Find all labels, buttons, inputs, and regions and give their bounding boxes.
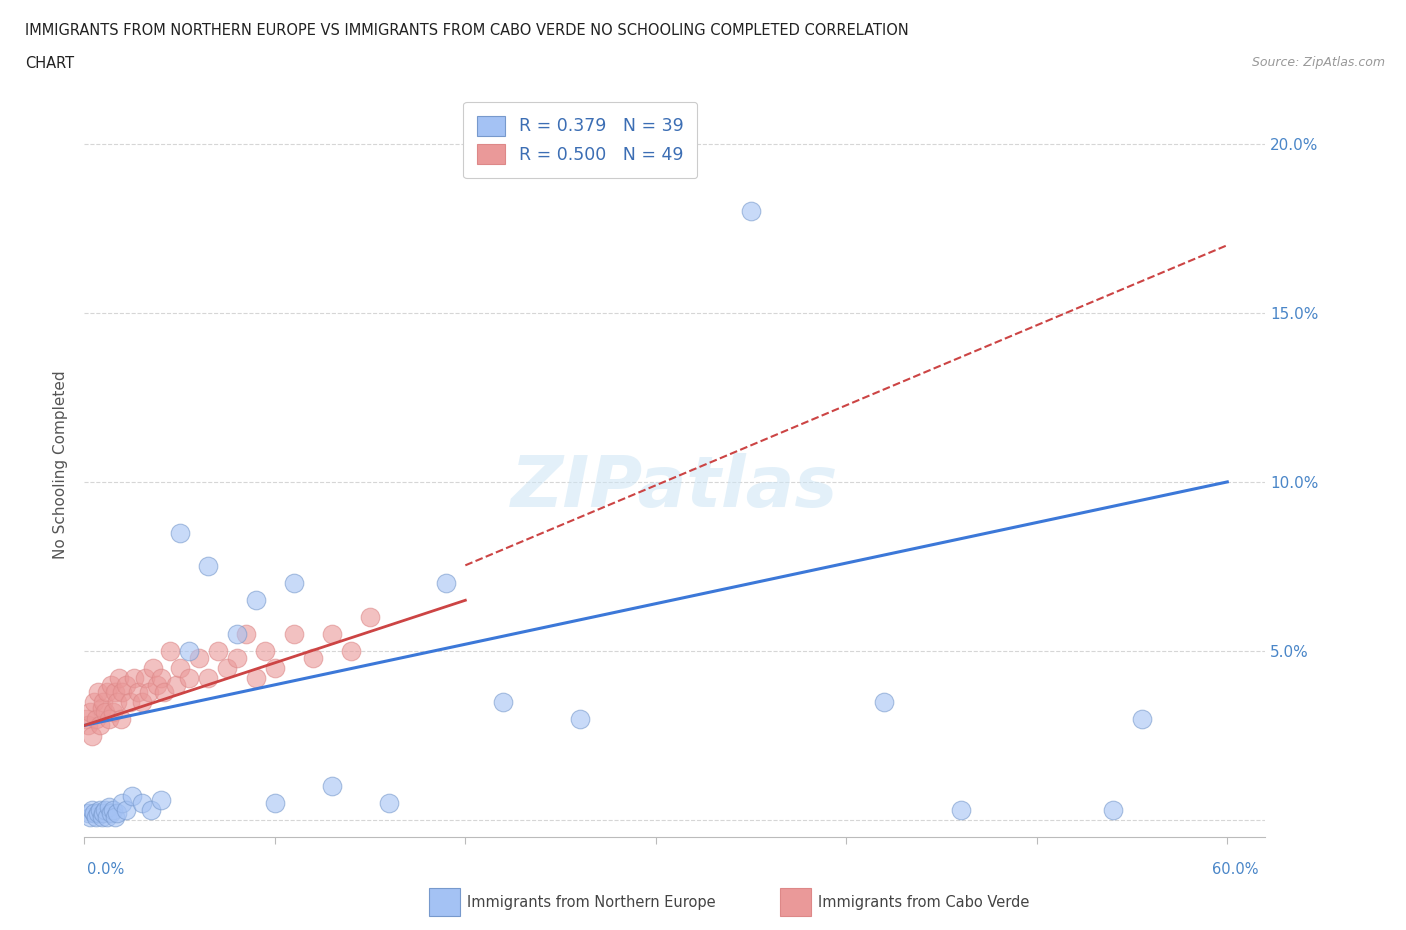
- Point: [359, 610, 381, 625]
- Point: [378, 796, 401, 811]
- Point: [84, 809, 107, 824]
- Point: [75, 711, 97, 726]
- Point: [131, 796, 153, 811]
- Point: [159, 644, 181, 658]
- Point: [245, 671, 267, 685]
- Point: [101, 704, 124, 719]
- Point: [254, 644, 277, 658]
- Point: [139, 803, 162, 817]
- Point: [86, 806, 108, 821]
- Point: [740, 204, 762, 219]
- Point: [138, 684, 160, 699]
- Point: [122, 671, 145, 685]
- Point: [115, 803, 138, 817]
- Point: [149, 671, 172, 685]
- Point: [127, 684, 149, 699]
- Point: [187, 650, 209, 665]
- Point: [83, 695, 105, 710]
- Point: [142, 660, 165, 675]
- Point: [79, 704, 101, 719]
- Point: [225, 627, 247, 642]
- Point: [93, 806, 115, 821]
- Point: [340, 644, 363, 658]
- Text: 0.0%: 0.0%: [87, 862, 124, 877]
- Point: [107, 671, 129, 685]
- Text: CHART: CHART: [25, 56, 75, 71]
- Point: [110, 711, 132, 726]
- Point: [89, 803, 111, 817]
- Text: Immigrants from Cabo Verde: Immigrants from Cabo Verde: [818, 895, 1029, 910]
- Y-axis label: No Schooling Completed: No Schooling Completed: [53, 371, 69, 559]
- Point: [111, 796, 134, 811]
- Point: [89, 718, 111, 733]
- Legend: R = 0.379   N = 39, R = 0.500   N = 49: R = 0.379 N = 39, R = 0.500 N = 49: [464, 101, 697, 179]
- Point: [80, 728, 103, 743]
- Text: IMMIGRANTS FROM NORTHERN EUROPE VS IMMIGRANTS FROM CABO VERDE NO SCHOOLING COMPL: IMMIGRANTS FROM NORTHERN EUROPE VS IMMIG…: [25, 23, 910, 38]
- Point: [145, 677, 167, 692]
- Text: Immigrants from Northern Europe: Immigrants from Northern Europe: [467, 895, 716, 910]
- Point: [77, 806, 100, 821]
- Point: [873, 695, 896, 710]
- Point: [77, 718, 100, 733]
- Point: [101, 803, 124, 817]
- Point: [225, 650, 247, 665]
- Point: [80, 803, 103, 817]
- Point: [90, 701, 112, 716]
- Point: [283, 627, 305, 642]
- Point: [235, 627, 257, 642]
- Point: [84, 711, 107, 726]
- Point: [131, 695, 153, 710]
- Point: [105, 806, 128, 821]
- Point: [169, 660, 191, 675]
- Point: [105, 695, 128, 710]
- Point: [263, 660, 285, 675]
- Point: [217, 660, 239, 675]
- Point: [321, 627, 343, 642]
- Point: [83, 806, 105, 821]
- Point: [98, 711, 121, 726]
- Point: [90, 809, 112, 824]
- Point: [949, 803, 972, 817]
- Point: [98, 799, 121, 814]
- Point: [434, 576, 457, 591]
- Point: [96, 809, 118, 824]
- Point: [86, 684, 108, 699]
- Point: [100, 806, 122, 821]
- Text: Source: ZipAtlas.com: Source: ZipAtlas.com: [1251, 56, 1385, 69]
- Point: [79, 809, 101, 824]
- Point: [111, 684, 134, 699]
- Point: [1102, 803, 1125, 817]
- Point: [302, 650, 325, 665]
- Point: [134, 671, 156, 685]
- Point: [153, 684, 176, 699]
- Point: [165, 677, 187, 692]
- Point: [104, 809, 127, 824]
- Point: [93, 695, 115, 710]
- Point: [321, 778, 343, 793]
- Point: [197, 671, 219, 685]
- Point: [100, 677, 122, 692]
- Text: ZIPatlas: ZIPatlas: [512, 453, 838, 522]
- Point: [179, 671, 201, 685]
- Point: [283, 576, 305, 591]
- Point: [104, 684, 127, 699]
- Text: 60.0%: 60.0%: [1212, 862, 1258, 877]
- Point: [121, 789, 143, 804]
- Point: [96, 684, 118, 699]
- Point: [179, 644, 201, 658]
- Point: [263, 796, 285, 811]
- Point: [1130, 711, 1153, 726]
- Point: [492, 695, 515, 710]
- Point: [197, 559, 219, 574]
- Point: [120, 695, 142, 710]
- Point: [94, 803, 117, 817]
- Point: [115, 677, 138, 692]
- Point: [169, 525, 191, 540]
- Point: [568, 711, 591, 726]
- Point: [149, 792, 172, 807]
- Point: [94, 704, 117, 719]
- Point: [207, 644, 229, 658]
- Point: [245, 592, 267, 607]
